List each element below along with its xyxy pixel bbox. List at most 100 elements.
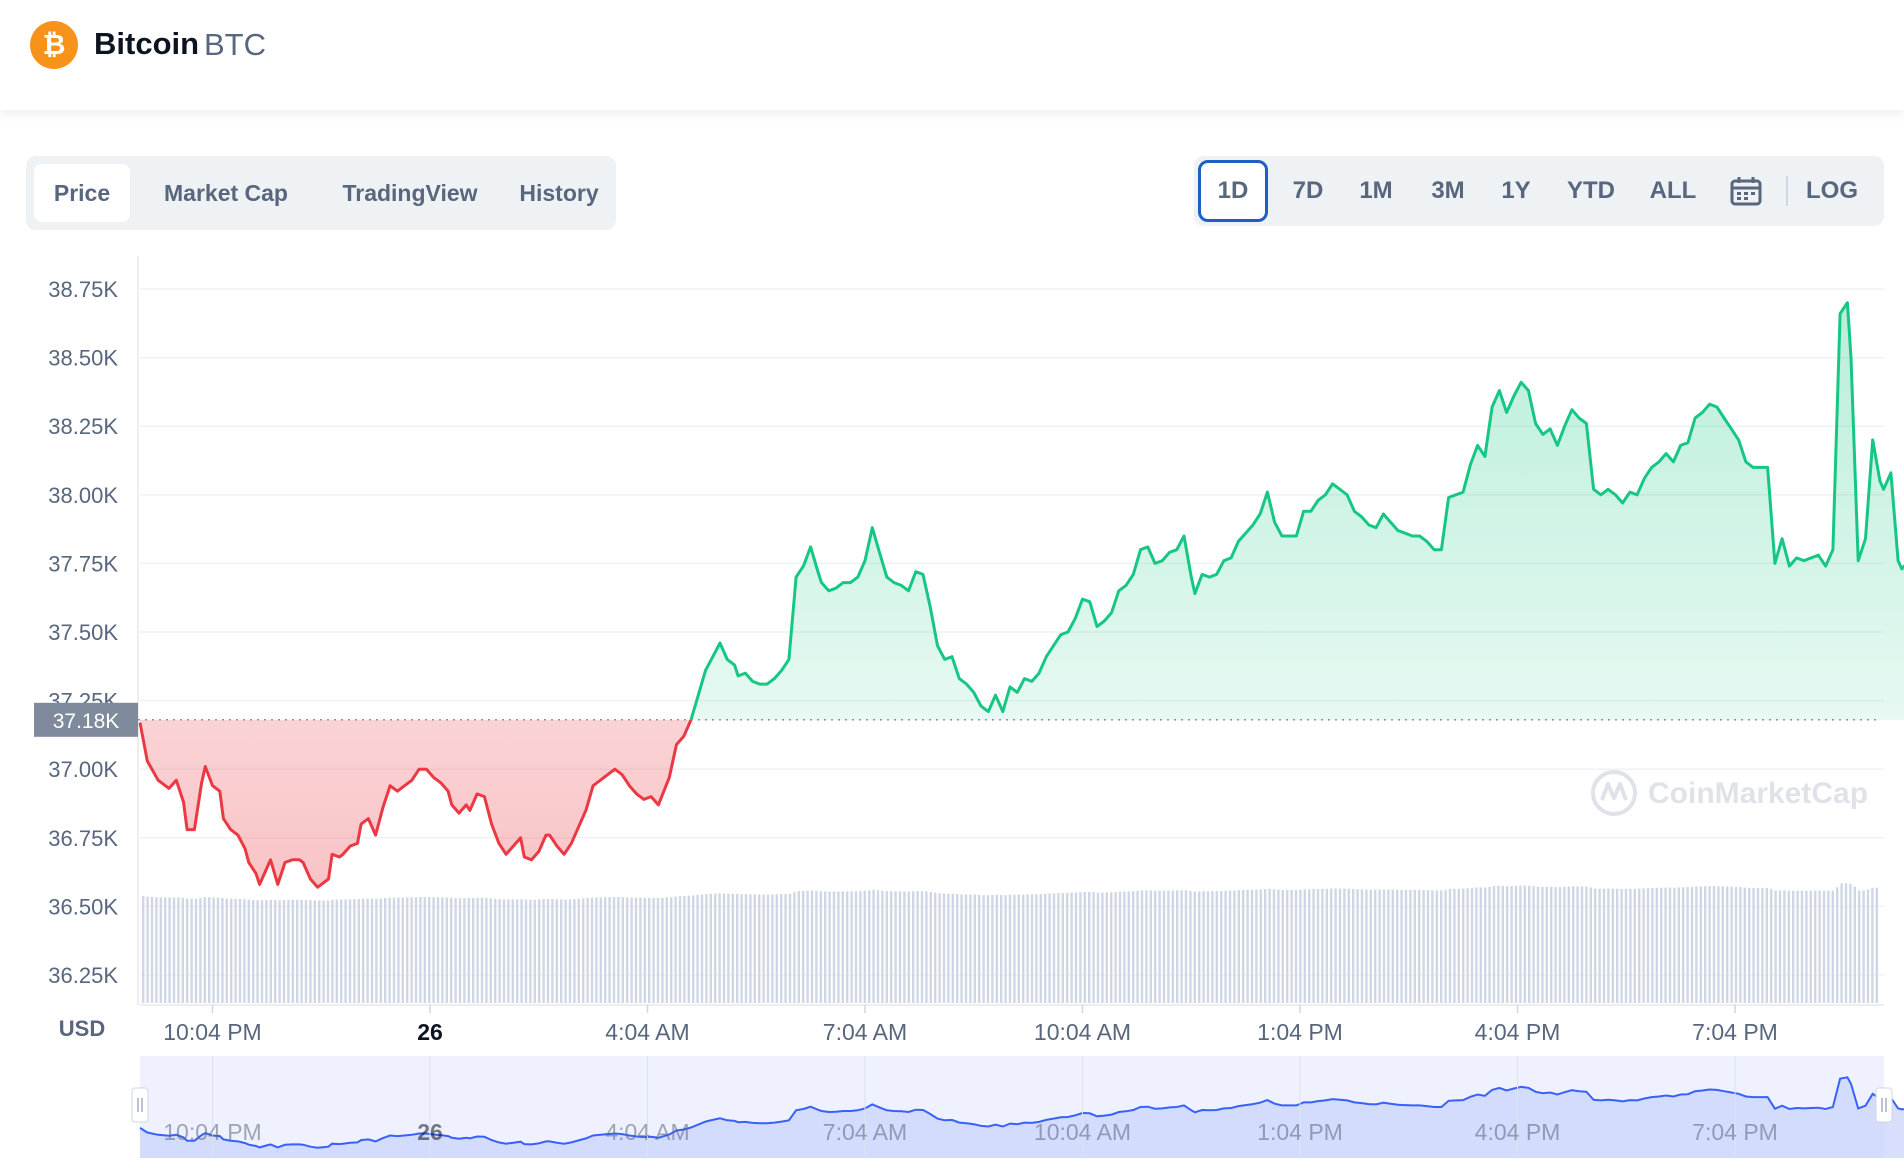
- volume-bar: [1396, 889, 1399, 1003]
- volume-bar: [1132, 891, 1135, 1003]
- volume-bar: [155, 897, 158, 1003]
- volume-bar: [1866, 889, 1870, 1003]
- volume-bar: [1858, 890, 1861, 1003]
- volume-bar: [912, 891, 915, 1003]
- volume-bar: [1268, 888, 1271, 1003]
- navigator-left-handle[interactable]: [131, 1087, 149, 1123]
- volume-bar: [375, 898, 378, 1003]
- volume-bar: [1814, 890, 1817, 1003]
- tab-history[interactable]: History: [519, 180, 599, 206]
- x-axis: 10:04 PM 26 4:04 AM 7:04 AM 10:04 AM 1:04 PM 4…: [140, 1004, 1884, 1045]
- tab-market-cap[interactable]: Market Cap: [164, 180, 288, 206]
- volume-bar: [753, 894, 756, 1003]
- volume-bar: [1607, 888, 1610, 1003]
- volume-bar: [1347, 888, 1350, 1003]
- price-line-down: [138, 719, 693, 889]
- range-3m-button[interactable]: 3M: [1431, 177, 1465, 204]
- volume-bar: [1616, 888, 1619, 1003]
- volume-bar: [1237, 890, 1240, 1003]
- volume-bar: [1677, 887, 1680, 1003]
- volume-bar: [159, 897, 162, 1003]
- volume-bar: [1550, 886, 1553, 1003]
- volume-bar: [216, 897, 220, 1003]
- volume-bar: [960, 894, 963, 1003]
- volume-bar: [907, 891, 910, 1003]
- volume-bar: [1070, 892, 1073, 1003]
- range-navigator[interactable]: 10:04 PM 26 4:04 AM 7:04 AM 10:04 AM 1:04 PM 4…: [131, 1056, 1904, 1158]
- navigator-right-handle[interactable]: [1875, 1087, 1893, 1123]
- volume-bar: [973, 894, 976, 1003]
- volume-bar: [1092, 892, 1095, 1003]
- volume-bar: [1660, 887, 1663, 1003]
- volume-bar: [199, 897, 202, 1003]
- volume-bar: [318, 900, 321, 1003]
- range-1y-button[interactable]: 1Y: [1501, 177, 1531, 204]
- volume-bar: [1497, 885, 1500, 1003]
- calendar-icon[interactable]: [1730, 176, 1762, 206]
- volume-bar: [1382, 889, 1386, 1003]
- range-all-button[interactable]: ALL: [1649, 177, 1697, 204]
- volume-bar: [564, 899, 567, 1003]
- time-range-selector: 1D 7D 1M 3M 1Y YTD ALL LOG: [1194, 156, 1884, 226]
- volume-bar: [1536, 886, 1540, 1003]
- volume-bar: [1726, 886, 1729, 1003]
- volume-bar: [296, 899, 299, 1003]
- volume-bar: [731, 893, 734, 1003]
- volume-bar: [1026, 894, 1029, 1003]
- volume-bar: [916, 891, 919, 1003]
- volume-bar: [1193, 891, 1196, 1003]
- volume-bar: [1462, 888, 1465, 1003]
- volume-bar: [643, 897, 646, 1003]
- volume-bar: [432, 897, 435, 1003]
- volume-bar: [678, 896, 682, 1003]
- volume-bar: [428, 897, 431, 1003]
- volume-bar: [1567, 886, 1570, 1003]
- volume-bar: [661, 897, 664, 1003]
- range-1m-button[interactable]: 1M: [1359, 177, 1393, 204]
- volume-bar: [1440, 890, 1443, 1003]
- volume-bar: [1712, 886, 1716, 1003]
- volume-bar: [1800, 890, 1804, 1003]
- volume-bar: [1818, 890, 1821, 1003]
- volume-bar: [1039, 894, 1042, 1003]
- volume-bar: [1004, 895, 1007, 1003]
- volume-bar: [1356, 889, 1359, 1003]
- volume-bar: [634, 897, 638, 1003]
- tab-tradingview[interactable]: TradingView: [342, 180, 478, 206]
- volume-bar: [1180, 890, 1183, 1003]
- volume-bar: [1114, 892, 1117, 1003]
- volume-bar: [1303, 889, 1306, 1003]
- volume-bar: [1400, 889, 1403, 1003]
- range-ytd-button[interactable]: YTD: [1567, 177, 1615, 204]
- volume-bar: [700, 894, 704, 1003]
- tab-price[interactable]: Price: [34, 164, 130, 222]
- volume-bar: [670, 897, 673, 1003]
- volume-bar: [1404, 889, 1408, 1003]
- volume-bar: [828, 891, 831, 1003]
- volume-bar: [1778, 890, 1782, 1003]
- volume-bar: [1378, 889, 1381, 1003]
- volume-bar: [150, 896, 154, 1003]
- volume-bar: [1739, 887, 1742, 1003]
- volume-bar: [392, 897, 396, 1003]
- y-tick-label: 37.75K: [48, 551, 118, 576]
- volume-bar: [1374, 889, 1377, 1003]
- volume-bar: [1022, 894, 1025, 1003]
- volume-bar: [344, 899, 347, 1003]
- volume-bar: [1457, 888, 1460, 1003]
- volume-bar: [1316, 888, 1320, 1003]
- volume-bar: [177, 897, 180, 1003]
- volume-bar: [445, 897, 448, 1003]
- volume-bar: [766, 894, 770, 1003]
- volume-bar: [1286, 890, 1289, 1003]
- volume-bar: [854, 891, 858, 1003]
- volume-bar: [925, 891, 928, 1003]
- navigator-tick-label: 10:04 PM: [163, 1119, 261, 1145]
- volume-bar: [1308, 889, 1311, 1003]
- log-scale-button[interactable]: LOG: [1806, 177, 1858, 204]
- volume-bar: [1189, 890, 1192, 1003]
- x-tick-label: 7:04 AM: [823, 1019, 907, 1045]
- volume-bar: [212, 897, 215, 1003]
- range-1d-button[interactable]: 1D: [1198, 160, 1268, 222]
- range-7d-button[interactable]: 7D: [1292, 177, 1324, 204]
